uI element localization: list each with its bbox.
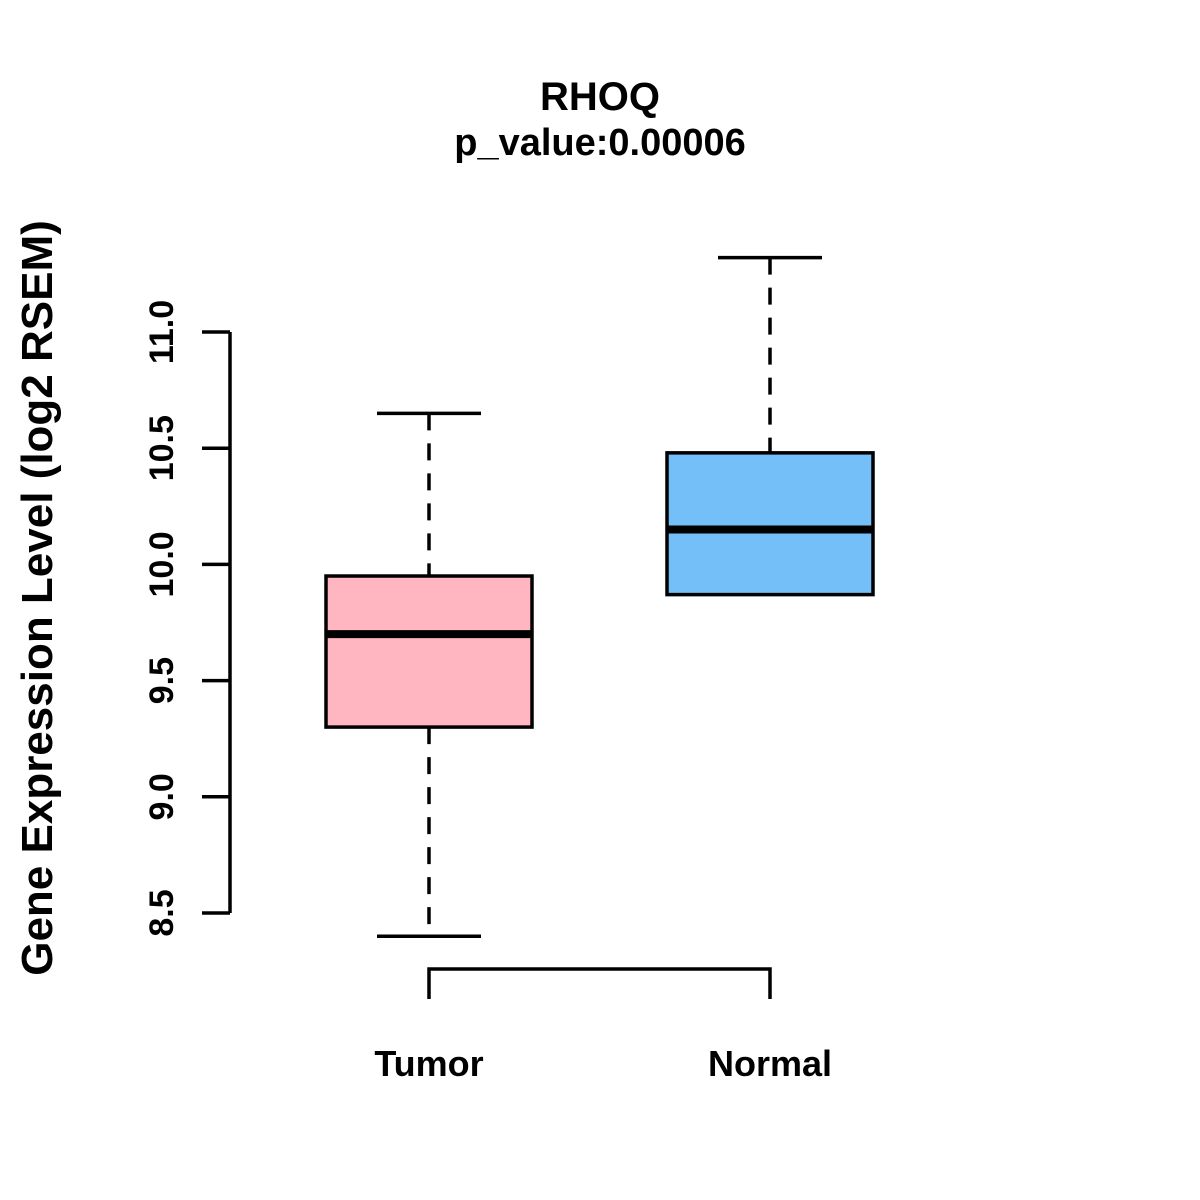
y-tick-label: 9.5	[143, 657, 181, 704]
iqr-box-tumor	[324, 574, 534, 729]
category-label-normal: Normal	[708, 1043, 832, 1084]
y-tick-label: 10.0	[143, 531, 181, 597]
iqr-box-normal	[665, 451, 875, 597]
chart-title: RHOQ	[540, 75, 660, 119]
category-label-tumor: Tumor	[374, 1043, 483, 1084]
chart-title-block: RHOQ p_value:0.00006	[454, 74, 746, 166]
y-tick-label: 11.0	[143, 300, 181, 364]
comparison-bracket	[427, 967, 772, 999]
y-tick-label: 10.5	[143, 415, 181, 481]
y-tick-label: 9.0	[143, 773, 181, 820]
y-tick-label: 8.5	[143, 889, 181, 936]
chart-subtitle: p_value:0.00006	[454, 122, 746, 164]
